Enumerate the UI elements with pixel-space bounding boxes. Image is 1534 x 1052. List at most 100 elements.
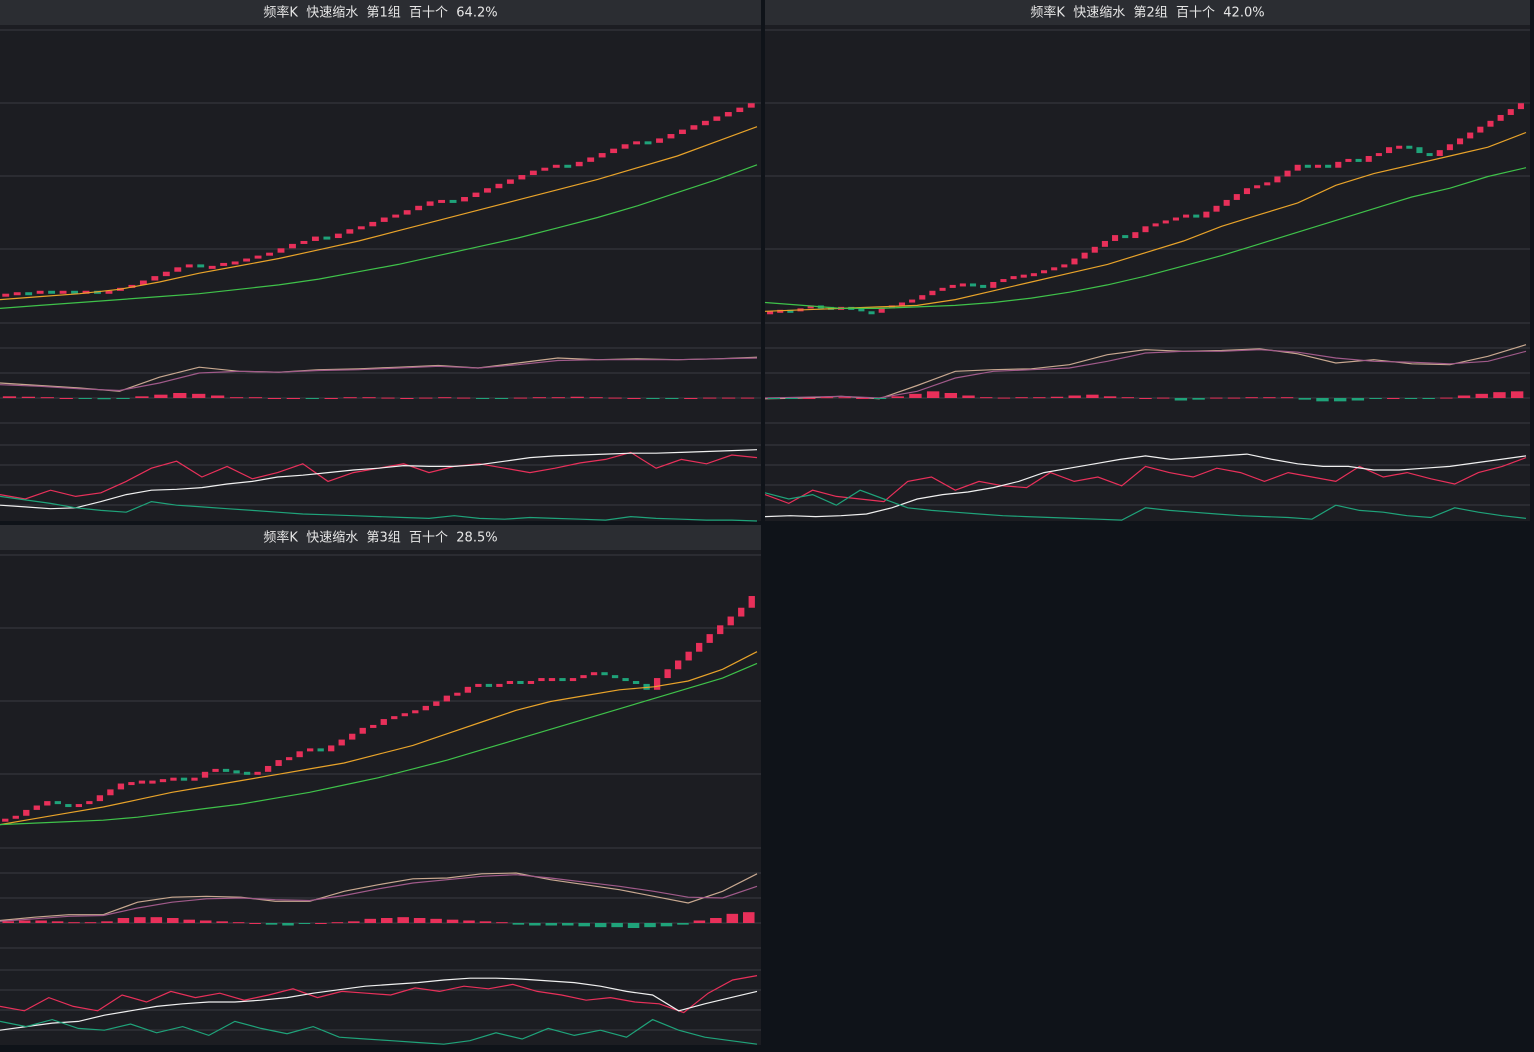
main-line (764, 167, 1527, 309)
candle (1274, 176, 1281, 183)
candle (949, 284, 956, 288)
candle (767, 311, 774, 315)
candle (747, 103, 755, 108)
candle (538, 678, 545, 682)
candle (1223, 199, 1230, 206)
macd-bar (249, 923, 261, 924)
macd-bar (419, 397, 433, 399)
candle (552, 164, 560, 168)
macd-line (0, 874, 758, 922)
chart-panel: 频率K 快速缩水 第2组 百十个 42.0% (764, 0, 1530, 521)
kdj-line (0, 495, 758, 522)
macd-bar (767, 398, 781, 399)
macd-bar (721, 397, 736, 399)
candle (317, 748, 324, 752)
candle (633, 141, 641, 145)
macd-bar (286, 398, 300, 399)
candle (1477, 126, 1484, 133)
macd-bar (199, 920, 212, 923)
macd-bar (909, 393, 922, 398)
candle (285, 757, 293, 761)
macd-bar (1440, 397, 1453, 399)
macd-bar (248, 397, 263, 399)
candle (443, 695, 450, 702)
macd-bar (78, 398, 92, 399)
candle (117, 783, 125, 790)
candle (1345, 158, 1352, 162)
candle (621, 144, 629, 149)
candle (653, 678, 661, 690)
panel-bg (0, 0, 761, 521)
main-line (0, 126, 758, 301)
candle (664, 669, 671, 679)
candle (548, 678, 556, 682)
candle (296, 751, 303, 758)
candle (807, 305, 814, 309)
candle (529, 170, 537, 176)
candle (590, 672, 598, 676)
macd-bar (59, 398, 73, 399)
candle (569, 678, 577, 682)
macd-bar (743, 912, 755, 923)
candle (82, 290, 90, 294)
candle (713, 116, 721, 121)
macd-bar (446, 919, 459, 923)
candle (403, 210, 411, 215)
candle (1457, 138, 1464, 145)
candle (909, 299, 916, 303)
candle (1365, 155, 1372, 162)
candle (1193, 214, 1200, 218)
macd-bar (1298, 398, 1311, 400)
candle (701, 120, 709, 126)
macd-bar (646, 398, 660, 399)
candle (939, 287, 946, 291)
candle (598, 153, 606, 158)
macd-bar (1333, 398, 1347, 402)
macd-bar (820, 397, 834, 399)
macd-bar (397, 917, 409, 923)
macd-bar (1387, 398, 1400, 399)
macd-bar (1210, 397, 1223, 399)
candle (674, 660, 682, 670)
candle (611, 675, 619, 679)
candle (1446, 144, 1453, 151)
candle (622, 678, 629, 682)
candle (738, 607, 745, 617)
macd-bar (1457, 395, 1471, 398)
candle (1264, 182, 1271, 186)
title-bar (0, 525, 761, 550)
candle (1335, 161, 1342, 168)
candle (506, 179, 514, 184)
macd-bar (703, 397, 717, 399)
candle (1172, 217, 1179, 221)
candle (495, 183, 503, 189)
macd-bar (1157, 397, 1170, 399)
candle (1233, 194, 1240, 200)
candle (1162, 220, 1169, 224)
macd-bar (265, 923, 278, 925)
candle (346, 229, 354, 234)
candle (1243, 188, 1251, 195)
candle (174, 267, 182, 272)
candle (564, 164, 572, 168)
main-line (0, 651, 758, 826)
candle (787, 309, 794, 313)
candle (1071, 258, 1078, 265)
candle (233, 770, 240, 774)
candle (71, 290, 78, 294)
candle (727, 616, 734, 626)
candle (334, 233, 342, 239)
candle (449, 199, 457, 203)
macd-bar (838, 397, 851, 399)
macd-bar (1369, 398, 1382, 399)
candle (559, 678, 566, 682)
macd-bar (561, 923, 574, 926)
macd-bar (40, 397, 54, 399)
kdj-line (764, 457, 1527, 505)
candle (1406, 145, 1413, 149)
macd-bar (134, 917, 146, 923)
macd-bar (1227, 397, 1241, 399)
candle (349, 733, 356, 740)
macd-bar (479, 921, 492, 923)
